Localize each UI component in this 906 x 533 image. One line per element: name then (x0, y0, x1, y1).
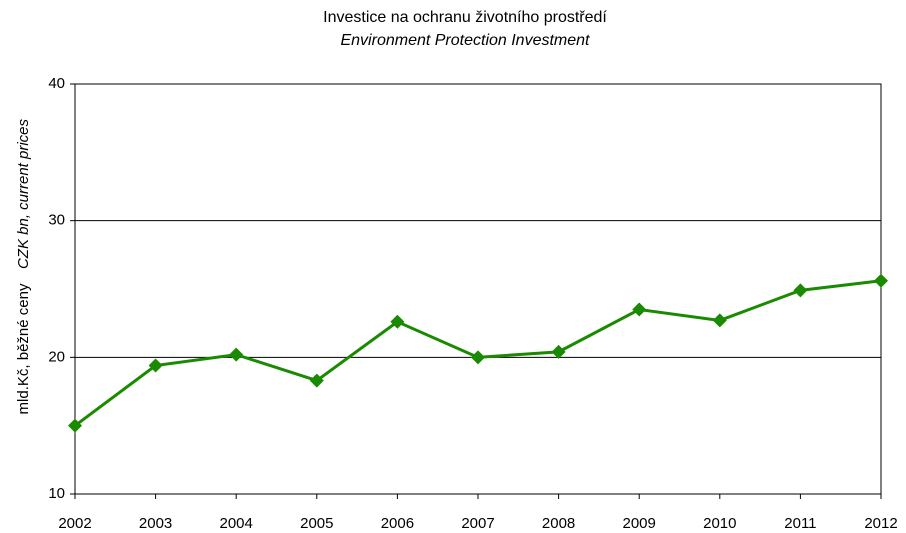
marker (229, 347, 244, 362)
x-tick-label: 2010 (703, 515, 736, 532)
marker (471, 350, 485, 365)
marker (874, 273, 888, 288)
y-tick-label: 10 (48, 485, 65, 502)
y-axis-title: mld.Kč, běžné ceny CZK bn, current price… (15, 118, 32, 414)
x-tick-label: 2008 (542, 515, 575, 532)
chart-subtitle: Environment Protection Investment (340, 32, 590, 49)
x-tick-label: 2006 (381, 515, 414, 532)
marker (148, 358, 163, 373)
y-tick-label: 30 (48, 212, 65, 229)
marker (309, 373, 324, 388)
y-label: mld.Kč, běžné ceny (15, 283, 32, 414)
x-tick-label: 2005 (300, 515, 333, 532)
x-tick-label: 2002 (58, 515, 91, 532)
x-tick-label: 2003 (139, 515, 172, 532)
x-tick-label: 2007 (461, 515, 494, 532)
marker (68, 418, 82, 433)
marker (712, 313, 727, 328)
marker (551, 344, 566, 359)
y-tick-label: 20 (48, 348, 65, 365)
plot-area (74, 83, 882, 495)
marker (632, 302, 647, 317)
chart-title: Investice na ochranu životního prostředí (323, 9, 607, 26)
y-tick-label: 40 (48, 75, 65, 92)
x-tick-label: 2011 (784, 515, 816, 532)
x-tick-label: 2004 (220, 515, 253, 532)
marker (793, 283, 808, 298)
x-tick-label: 2012 (864, 515, 897, 532)
y-label-en: CZK bn, current prices (15, 118, 32, 269)
marker (390, 314, 405, 329)
x-tick-label: 2009 (623, 515, 656, 532)
